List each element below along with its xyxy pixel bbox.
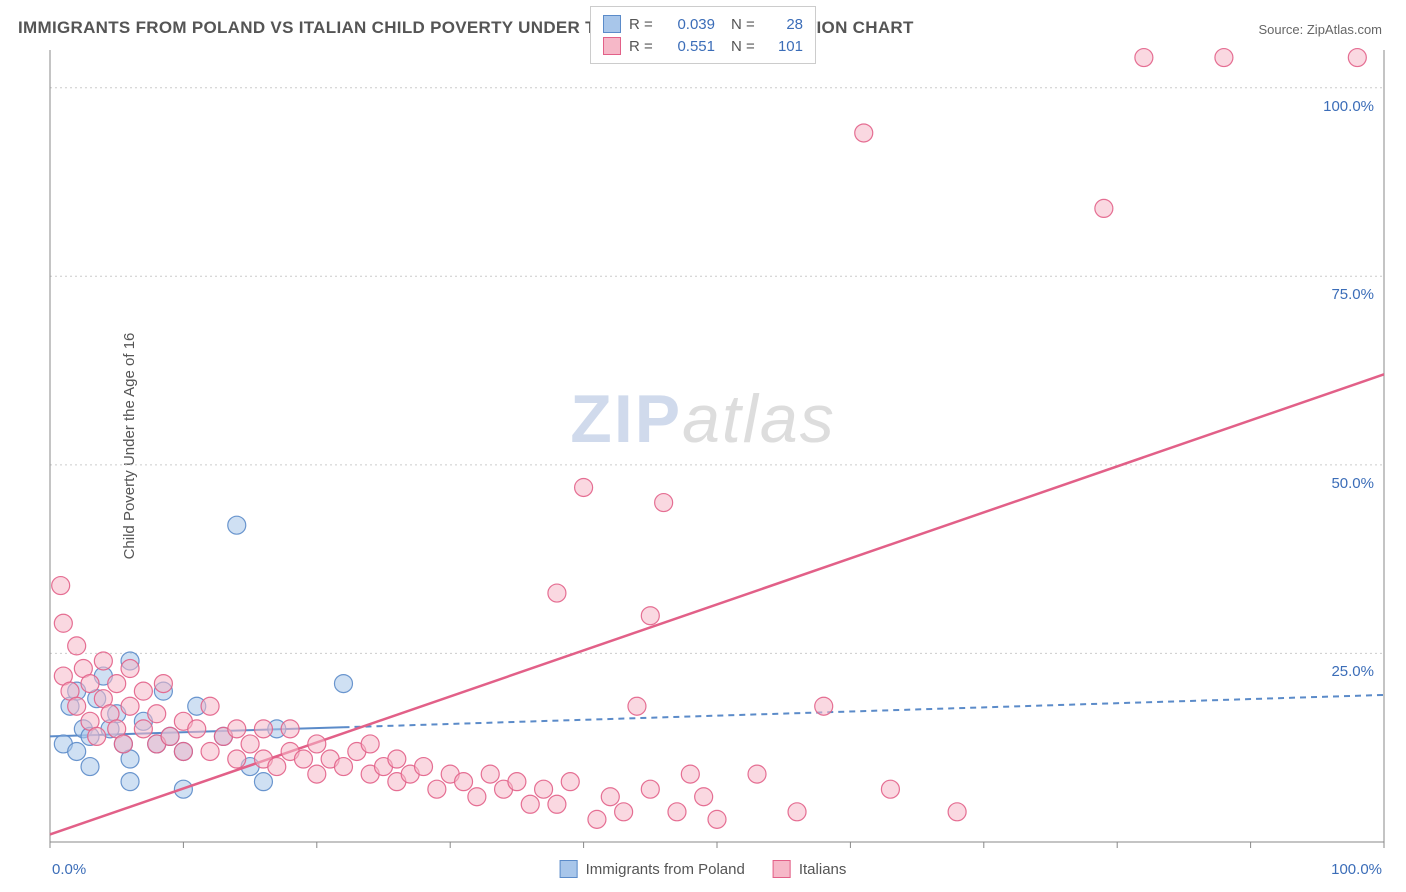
scatter-chart xyxy=(0,0,1406,892)
n-label: N = xyxy=(731,16,759,33)
r-label: R = xyxy=(629,16,657,33)
legend-label: Italians xyxy=(799,861,847,878)
legend-row: R = 0.551 N = 101 xyxy=(603,35,803,57)
r-value: 0.551 xyxy=(665,38,715,55)
y-tick-label: 100.0% xyxy=(1323,98,1374,115)
legend-swatch xyxy=(603,37,621,55)
x-axis-min-label: 0.0% xyxy=(52,861,86,878)
legend-swatch xyxy=(773,860,791,878)
r-label: R = xyxy=(629,38,657,55)
x-axis-max-label: 100.0% xyxy=(1331,861,1382,878)
y-tick-label: 75.0% xyxy=(1331,286,1374,303)
series-legend: Immigrants from Poland Italians xyxy=(560,860,847,878)
legend-row: R = 0.039 N = 28 xyxy=(603,13,803,35)
n-label: N = xyxy=(731,38,759,55)
y-tick-label: 50.0% xyxy=(1331,475,1374,492)
legend-label: Immigrants from Poland xyxy=(586,861,745,878)
n-value: 101 xyxy=(767,38,803,55)
n-value: 28 xyxy=(767,16,803,33)
y-tick-label: 25.0% xyxy=(1331,663,1374,680)
legend-item: Italians xyxy=(773,860,847,878)
legend-swatch xyxy=(603,15,621,33)
correlation-legend: R = 0.039 N = 28 R = 0.551 N = 101 xyxy=(590,6,816,64)
legend-item: Immigrants from Poland xyxy=(560,860,745,878)
r-value: 0.039 xyxy=(665,16,715,33)
legend-swatch xyxy=(560,860,578,878)
